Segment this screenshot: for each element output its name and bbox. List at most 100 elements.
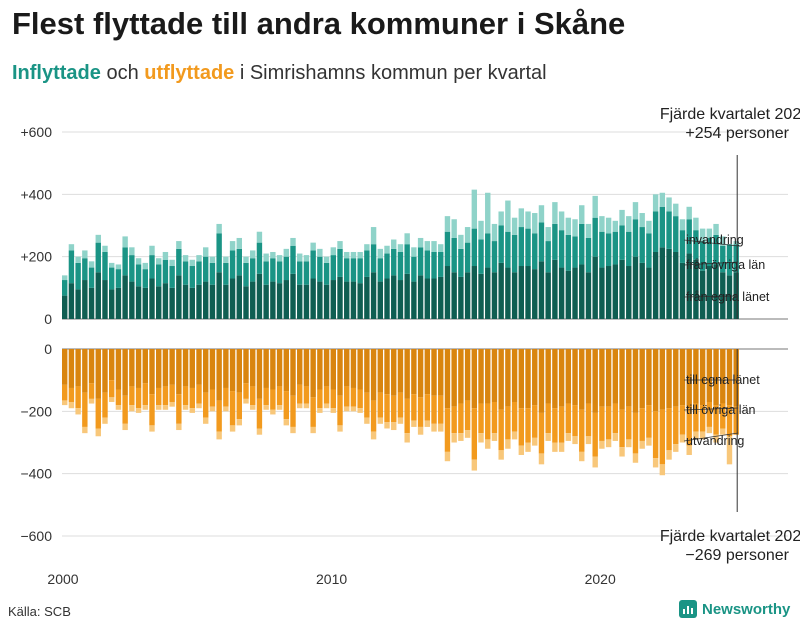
bar-in-invandring: [303, 255, 310, 262]
bar-in-fran_ovriga_lan: [525, 228, 531, 267]
bar-out-till_egna_lanet: [88, 349, 95, 384]
bar-out-utvandring: [471, 459, 478, 471]
bar-out-till_ovriga_lan: [276, 386, 283, 406]
bar-in-fran_egna_lanet: [317, 281, 323, 319]
bar-in-fran_egna_lanet: [323, 284, 330, 319]
bar-out-till_egna_lanet: [592, 349, 598, 413]
bar-out-till_egna_lanet: [652, 349, 659, 412]
bar-out-till_ovriga_lan: [659, 409, 666, 465]
label-invandring: invandring: [686, 233, 744, 247]
bar-out-till_ovriga_lan: [364, 392, 370, 418]
bar-in-invandring: [297, 253, 303, 262]
bar-out-till_egna_lanet: [646, 349, 652, 406]
bar-in-invandring: [236, 237, 242, 249]
bar-out-till_ovriga_lan: [62, 384, 68, 401]
bar-out-till_egna_lanet: [236, 349, 242, 393]
bar-in-invandring: [263, 253, 269, 262]
bar-out-utvandring: [464, 430, 471, 438]
bar-out-utvandring: [290, 426, 296, 434]
bar-in-invandring: [62, 275, 68, 281]
bar-out-utvandring: [659, 464, 666, 476]
bar-in-fran_egna_lanet: [532, 269, 538, 319]
bar-out-till_egna_lanet: [511, 349, 518, 402]
bar-in-fran_egna_lanet: [142, 287, 148, 319]
bar-out-utvandring: [109, 397, 115, 402]
bar-in-invandring: [511, 217, 518, 235]
bar-out-utvandring: [498, 450, 504, 460]
bar-out-till_egna_lanet: [68, 349, 75, 388]
bar-out-utvandring: [303, 403, 310, 409]
bar-out-utvandring: [532, 437, 538, 446]
bar-in-fran_ovriga_lan: [592, 217, 598, 257]
bar-out-utvandring: [68, 401, 75, 409]
bar-out-till_egna_lanet: [216, 349, 222, 401]
bar-out-utvandring: [431, 423, 437, 432]
bar-in-fran_ovriga_lan: [518, 227, 525, 267]
bar-out-utvandring: [720, 428, 726, 435]
bar-out-till_ovriga_lan: [129, 386, 135, 406]
bar-out-till_egna_lanet: [478, 349, 484, 404]
bar-in-fran_ovriga_lan: [82, 258, 88, 281]
bar-out-till_egna_lanet: [572, 349, 578, 406]
label-fran-egna-leader: [683, 295, 739, 298]
bar-in-fran_ovriga_lan: [726, 244, 733, 276]
y-tick-label: −600: [20, 528, 52, 544]
bar-in-fran_egna_lanet: [263, 284, 269, 319]
chart-title: Flest flyttade till andra kommuner i Skå…: [12, 6, 626, 41]
bar-in-fran_egna_lanet: [498, 262, 504, 319]
bar-in-invandring: [337, 241, 343, 249]
bar-in-fran_egna_lanet: [733, 272, 739, 319]
bar-in-invandring: [424, 241, 431, 251]
bar-out-till_egna_lanet: [182, 349, 189, 387]
bar-in-fran_egna_lanet: [337, 276, 343, 319]
bar-out-utvandring: [706, 426, 713, 434]
bar-in-fran_ovriga_lan: [310, 250, 316, 279]
bar-in-fran_ovriga_lan: [397, 251, 404, 281]
bar-in-fran_egna_lanet: [75, 289, 81, 319]
bar-in-invandring: [75, 256, 81, 263]
grid: [62, 131, 788, 537]
bar-out-till_egna_lanet: [370, 349, 377, 401]
bar-in-fran_ovriga_lan: [68, 250, 75, 284]
bar-out-till_egna_lanet: [565, 349, 572, 404]
bar-in-fran_ovriga_lan: [579, 223, 585, 265]
bar-in-fran_ovriga_lan: [673, 216, 679, 252]
bar-out-till_egna_lanet: [344, 349, 350, 387]
bar-in-invandring: [250, 250, 256, 259]
bar-in-fran_egna_lanet: [162, 283, 169, 319]
bar-in-invandring: [720, 236, 726, 246]
bar-out-till_ovriga_lan: [270, 389, 276, 410]
bar-out-utvandring: [699, 431, 706, 440]
bar-out-till_ovriga_lan: [599, 406, 605, 441]
bar-in-fran_egna_lanet: [572, 267, 578, 319]
bar-in-fran_egna_lanet: [431, 278, 437, 319]
bar-out-till_egna_lanet: [270, 349, 276, 390]
bar-out-till_ovriga_lan: [176, 394, 182, 424]
bar-out-till_ovriga_lan: [297, 384, 303, 404]
bar-in-invandring: [565, 217, 572, 235]
bar-in-fran_ovriga_lan: [552, 223, 558, 260]
bar-out-utvandring: [397, 417, 404, 424]
bar-in-invandring: [444, 216, 451, 232]
bar-in-fran_egna_lanet: [417, 275, 424, 319]
bar-out-till_ovriga_lan: [384, 394, 390, 423]
bar-out-utvandring: [216, 431, 222, 440]
bar-in-fran_ovriga_lan: [62, 280, 68, 296]
bar-out-till_egna_lanet: [364, 349, 370, 393]
bar-out-utvandring: [223, 406, 229, 412]
bar-out-utvandring: [626, 439, 632, 448]
bar-out-till_ovriga_lan: [431, 395, 437, 424]
bar-out-till_ovriga_lan: [720, 403, 726, 429]
bar-in-fran_egna_lanet: [364, 276, 370, 319]
bar-out-till_egna_lanet: [203, 349, 209, 393]
bar-out-till_egna_lanet: [451, 349, 457, 407]
bar-in-fran_ovriga_lan: [713, 234, 719, 265]
bar-out-till_ovriga_lan: [88, 383, 95, 399]
bar-in-fran_ovriga_lan: [538, 222, 545, 262]
bar-in-fran_egna_lanet: [558, 267, 565, 319]
bar-in-invandring: [659, 192, 666, 207]
bar-out-utvandring: [686, 445, 692, 455]
bar-out-till_ovriga_lan: [209, 389, 216, 407]
bar-out-utvandring: [203, 417, 209, 424]
bar-out-utvandring: [357, 408, 363, 413]
